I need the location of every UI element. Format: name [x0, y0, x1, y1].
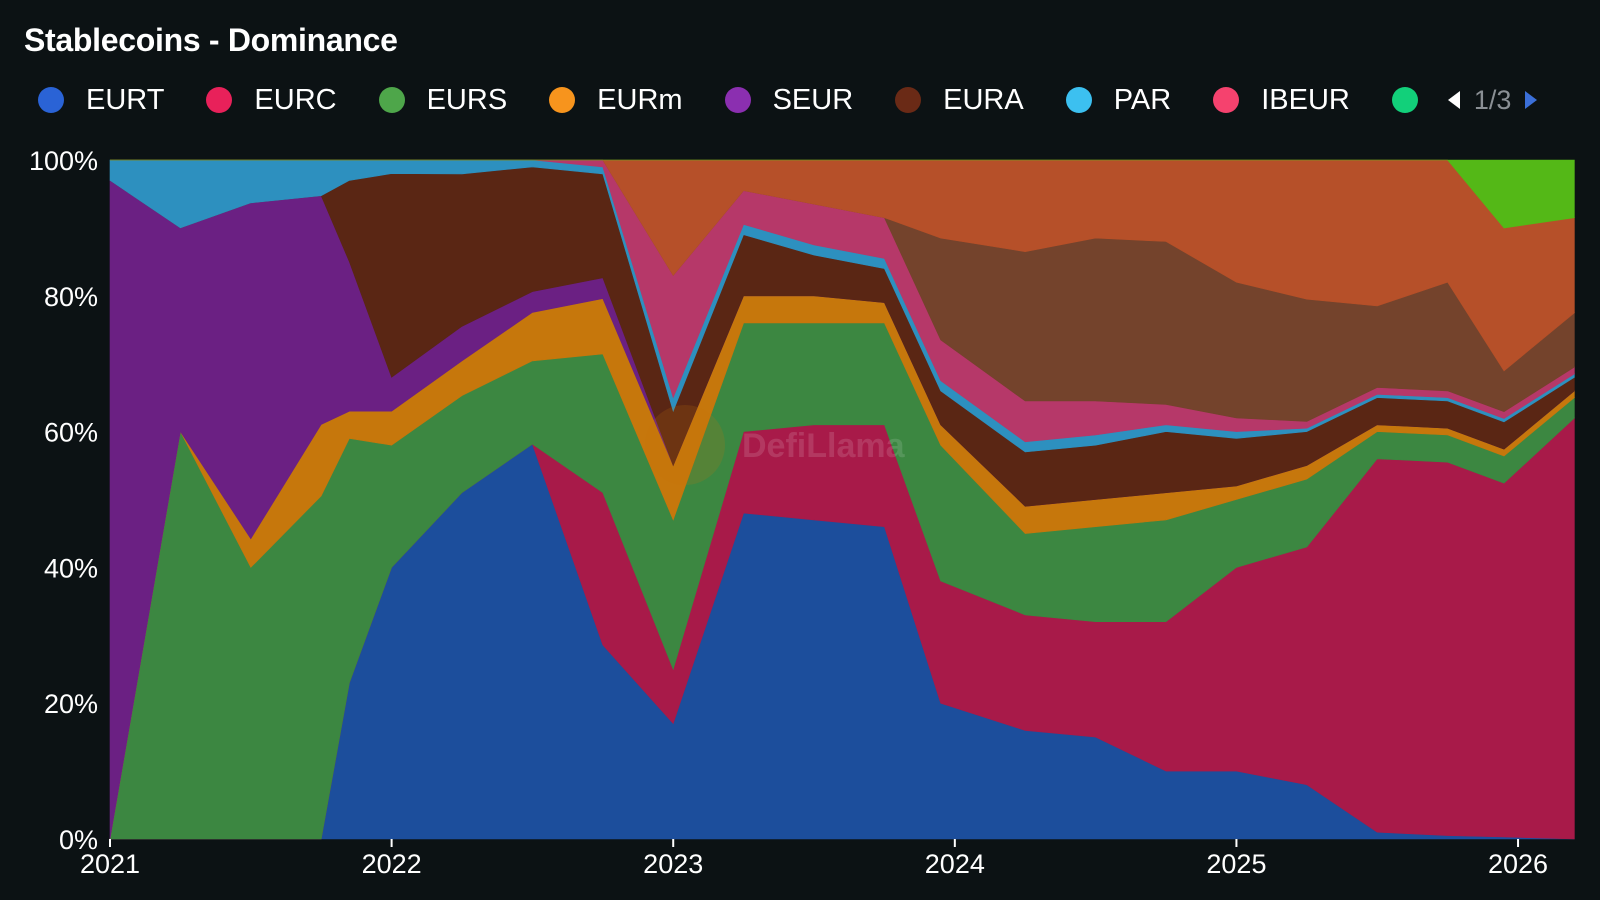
legend-dot-eurs	[378, 87, 405, 113]
chart-title: Stablecoins - Dominance	[24, 22, 398, 58]
legend-label-seur: SEUR	[772, 83, 854, 116]
x-tick-label: 2021	[80, 849, 140, 879]
legend-dot-eurc	[206, 87, 233, 113]
legend-label-ibeur: IBEUR	[1261, 83, 1350, 116]
y-tick-label: 20%	[44, 689, 98, 719]
legend-label-eurc: EURC	[254, 83, 337, 116]
legend-item-eurs[interactable]: EURS	[378, 83, 508, 117]
legend-dot-eurm	[549, 87, 576, 113]
legend-dot-seur	[724, 87, 751, 113]
watermark: DefiLlama	[645, 405, 906, 485]
legend-item-ibeur[interactable]: IBEUR	[1213, 84, 1350, 117]
y-tick-label: 0%	[59, 825, 98, 855]
pager-indicator: 1/3	[1473, 84, 1512, 115]
x-tick-label: 2026	[1488, 849, 1548, 879]
x-tick-label: 2024	[925, 849, 985, 879]
legend-dot-par	[1065, 87, 1092, 113]
legend-dot-eurt	[38, 87, 64, 113]
legend-item-par[interactable]: PAR	[1065, 83, 1172, 117]
legend-label-eurs: EURS	[426, 83, 508, 116]
legend-label-eurt: EURT	[86, 83, 165, 116]
y-tick-label: 100%	[29, 146, 98, 176]
chart-areas	[109, 159, 1575, 840]
legend-label-par: PAR	[1113, 83, 1172, 116]
area-series-11	[110, 159, 1575, 229]
y-tick-label: 60%	[44, 418, 98, 448]
legend-dot-eura	[895, 87, 922, 113]
x-tick-label: 2025	[1206, 849, 1266, 879]
watermark-logo-icon	[645, 405, 725, 485]
watermark-text: DefiLlama	[742, 427, 906, 465]
y-axis: 0% 20% 40% 60% 80% 100%	[29, 146, 98, 855]
pager-prev-icon[interactable]	[1447, 91, 1460, 109]
legend-item-eurm[interactable]: EURm	[549, 83, 683, 117]
legend-dot-ibeur	[1213, 87, 1240, 113]
y-tick-label: 80%	[44, 282, 98, 312]
legend: EURT EURC EURS EURm SEUR EURA PAR IBEUR …	[38, 80, 1538, 120]
legend-item-seur[interactable]: SEUR	[724, 83, 854, 117]
x-tick-label: 2022	[362, 849, 422, 879]
legend-dot-next	[1391, 87, 1418, 113]
pager-next-icon[interactable]	[1525, 91, 1538, 109]
legend-item-eura[interactable]: EURA	[895, 84, 1024, 117]
legend-label-eura: EURA	[943, 83, 1024, 116]
legend-pager: 1/3	[1447, 84, 1538, 116]
x-tick-label: 2023	[643, 849, 703, 879]
legend-item-eurt[interactable]: EURT	[38, 84, 164, 117]
x-axis: 2021 2022 2023 2024 2025 2026	[80, 839, 1548, 879]
y-tick-label: 40%	[44, 553, 98, 583]
legend-label-eurm: EURm	[597, 83, 683, 116]
legend-item-eurc[interactable]: EURC	[206, 83, 337, 117]
legend-item-next[interactable]	[1391, 87, 1418, 113]
